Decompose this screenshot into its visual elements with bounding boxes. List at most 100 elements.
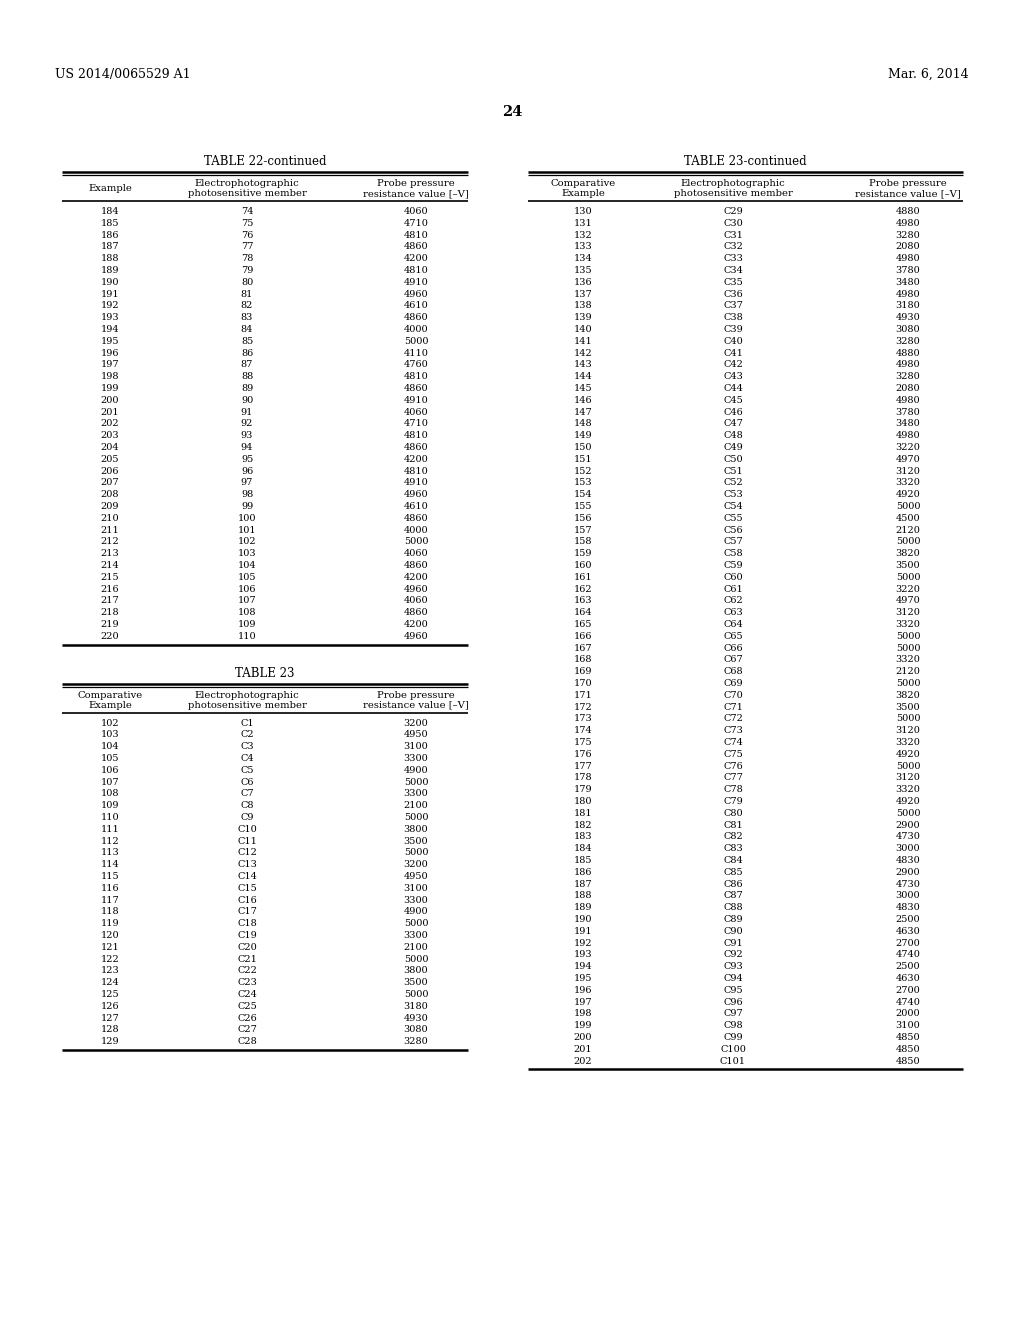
- Text: 118: 118: [100, 907, 120, 916]
- Text: 217: 217: [100, 597, 120, 606]
- Text: 202: 202: [100, 420, 120, 429]
- Text: 212: 212: [100, 537, 120, 546]
- Text: 4730: 4730: [896, 833, 921, 841]
- Text: 4060: 4060: [403, 408, 428, 417]
- Text: C42: C42: [723, 360, 743, 370]
- Text: 4920: 4920: [896, 490, 921, 499]
- Text: 102: 102: [100, 718, 120, 727]
- Text: C92: C92: [723, 950, 742, 960]
- Text: C12: C12: [238, 849, 257, 858]
- Text: 196: 196: [100, 348, 119, 358]
- Text: resistance value [–V]: resistance value [–V]: [364, 701, 469, 710]
- Text: 4000: 4000: [403, 525, 428, 535]
- Text: 3120: 3120: [896, 466, 921, 475]
- Text: 187: 187: [573, 879, 592, 888]
- Text: 3080: 3080: [896, 325, 921, 334]
- Text: 177: 177: [573, 762, 592, 771]
- Text: 76: 76: [241, 231, 253, 240]
- Text: 3100: 3100: [403, 742, 428, 751]
- Text: C85: C85: [723, 867, 742, 876]
- Text: 116: 116: [100, 884, 120, 892]
- Text: 141: 141: [573, 337, 592, 346]
- Text: 5000: 5000: [403, 537, 428, 546]
- Text: 3320: 3320: [896, 478, 921, 487]
- Text: C96: C96: [723, 998, 742, 1007]
- Text: 5000: 5000: [403, 337, 428, 346]
- Text: C101: C101: [720, 1056, 746, 1065]
- Text: 3820: 3820: [896, 549, 921, 558]
- Text: 3100: 3100: [403, 884, 428, 892]
- Text: 201: 201: [573, 1045, 592, 1053]
- Text: C80: C80: [723, 809, 742, 818]
- Text: resistance value [–V]: resistance value [–V]: [855, 189, 961, 198]
- Text: 3800: 3800: [403, 825, 428, 834]
- Text: US 2014/0065529 A1: US 2014/0065529 A1: [55, 69, 190, 81]
- Text: Example: Example: [561, 189, 605, 198]
- Text: 5000: 5000: [896, 714, 921, 723]
- Text: 128: 128: [100, 1026, 120, 1035]
- Text: 3320: 3320: [896, 656, 921, 664]
- Text: C73: C73: [723, 726, 743, 735]
- Text: 133: 133: [573, 243, 592, 251]
- Text: 4810: 4810: [403, 267, 428, 275]
- Text: 209: 209: [100, 502, 119, 511]
- Text: C18: C18: [238, 919, 257, 928]
- Text: 91: 91: [241, 408, 253, 417]
- Text: 4760: 4760: [403, 360, 428, 370]
- Text: 188: 188: [573, 891, 592, 900]
- Text: 5000: 5000: [403, 919, 428, 928]
- Text: 4930: 4930: [403, 1014, 428, 1023]
- Text: 3000: 3000: [896, 891, 921, 900]
- Text: 96: 96: [241, 466, 253, 475]
- Text: 117: 117: [100, 895, 120, 904]
- Text: 4810: 4810: [403, 372, 428, 381]
- Text: 3320: 3320: [896, 620, 921, 630]
- Text: C100: C100: [720, 1045, 745, 1053]
- Text: 176: 176: [573, 750, 592, 759]
- Text: 110: 110: [238, 632, 256, 640]
- Text: 3320: 3320: [896, 738, 921, 747]
- Text: 4910: 4910: [403, 478, 428, 487]
- Text: 5000: 5000: [896, 809, 921, 818]
- Text: C37: C37: [723, 301, 743, 310]
- Text: 170: 170: [573, 678, 592, 688]
- Text: 112: 112: [100, 837, 120, 846]
- Text: 4960: 4960: [403, 585, 428, 594]
- Text: 98: 98: [241, 490, 253, 499]
- Text: 4950: 4950: [403, 873, 428, 880]
- Text: 134: 134: [573, 255, 592, 263]
- Text: 2700: 2700: [896, 986, 921, 995]
- Text: 180: 180: [573, 797, 592, 807]
- Text: 190: 190: [573, 915, 592, 924]
- Text: 113: 113: [100, 849, 120, 858]
- Text: 3800: 3800: [403, 966, 428, 975]
- Text: 211: 211: [100, 525, 120, 535]
- Text: C83: C83: [723, 845, 742, 853]
- Text: 88: 88: [241, 372, 253, 381]
- Text: C88: C88: [723, 903, 742, 912]
- Text: 3300: 3300: [403, 754, 428, 763]
- Text: 194: 194: [573, 962, 592, 972]
- Text: C15: C15: [238, 884, 257, 892]
- Text: C65: C65: [723, 632, 742, 640]
- Text: 3200: 3200: [403, 718, 428, 727]
- Text: 114: 114: [100, 861, 120, 869]
- Text: 181: 181: [573, 809, 592, 818]
- Text: 4630: 4630: [896, 927, 921, 936]
- Text: Probe pressure: Probe pressure: [377, 690, 455, 700]
- Text: 196: 196: [573, 986, 592, 995]
- Text: 195: 195: [573, 974, 592, 983]
- Text: 2100: 2100: [403, 942, 428, 952]
- Text: 193: 193: [573, 950, 592, 960]
- Text: 171: 171: [573, 690, 592, 700]
- Text: 215: 215: [100, 573, 120, 582]
- Text: 143: 143: [573, 360, 592, 370]
- Text: 2900: 2900: [896, 821, 921, 829]
- Text: 140: 140: [573, 325, 592, 334]
- Text: Mar. 6, 2014: Mar. 6, 2014: [889, 69, 969, 81]
- Text: 4860: 4860: [403, 444, 428, 451]
- Text: 3280: 3280: [896, 372, 921, 381]
- Text: C95: C95: [723, 986, 742, 995]
- Text: 5000: 5000: [403, 849, 428, 858]
- Text: 3300: 3300: [403, 789, 428, 799]
